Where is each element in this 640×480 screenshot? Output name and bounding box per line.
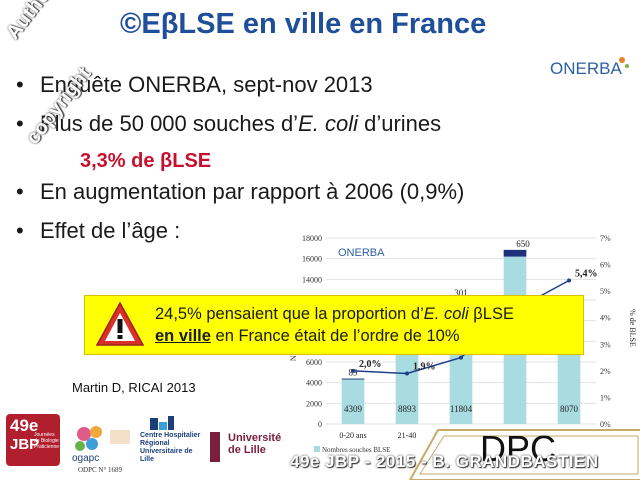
bullet-dot: • (16, 218, 24, 243)
y-left-tick-label: 4000 (306, 379, 322, 388)
alert-text-italic: E. coli (423, 305, 469, 323)
y-right-tick-label: 2% (600, 367, 611, 376)
bullet-text: En augmentation par rapport à 2006 (0,9%… (40, 179, 465, 204)
copyright-watermark: Author's (2, 0, 70, 44)
bar-top-label: 650 (516, 239, 530, 249)
line-value-label: 2,0% (359, 359, 382, 370)
legend-label: Nombres souches BLSE (322, 446, 390, 454)
y-left-tick-label: 16000 (302, 255, 322, 264)
dpc-banner (408, 429, 640, 480)
line-point (351, 368, 355, 373)
bullet-text-italic: E. coli (298, 111, 358, 136)
chart-logo: ONERBA (338, 247, 385, 259)
line-point (405, 371, 409, 376)
y-right-axis-label: % de BLSE (628, 309, 637, 347)
line-point (567, 278, 571, 283)
bar-value-label: 8070 (560, 404, 579, 414)
warning-icon (95, 301, 145, 346)
lille-logo-text: Université de Lille (228, 432, 282, 456)
bar-value-label: 4309 (344, 404, 363, 414)
bullet-dot: • (16, 111, 24, 136)
bullet-age: • Effet de l’âge : (16, 218, 576, 244)
citation: Martin D, RICAI 2013 (72, 380, 196, 395)
bullet-text: Effet de l’âge : (40, 218, 181, 243)
ogapc-logo: ogapc (72, 426, 130, 464)
jbp-name: JBP (10, 436, 40, 453)
bullet-survey: • Enquête ONERBA, sept-nov 2013 (16, 72, 576, 98)
dpc-label: DPC (480, 428, 557, 469)
y-right-tick-label: 3% (600, 340, 611, 349)
y-right-tick-label: 4% (600, 314, 611, 323)
jbp-number: 49e (10, 416, 39, 435)
line-value-label: 1,9% (413, 362, 436, 373)
line-point (459, 355, 463, 360)
lille-logo-icon (210, 432, 220, 462)
bullet-list: • Enquête ONERBA, sept-nov 2013 • Plus d… (16, 72, 576, 257)
bar-blse-esbl (341, 378, 365, 380)
alert-text: βLSE (468, 305, 514, 323)
bullet-dot: • (16, 72, 24, 97)
bullet-text: Enquête ONERBA, sept-nov 2013 (40, 72, 373, 97)
bar-value-label: 11804 (450, 404, 473, 414)
chru-logo-icon (150, 416, 174, 430)
chru-logo-text: Centre Hospitalier Régional Universitair… (140, 432, 201, 463)
alert-text: 24,5% pensaient que la proportion d’ (155, 305, 424, 323)
y-left-tick-label: 0 (318, 420, 322, 429)
bullet-dot: • (16, 179, 24, 204)
line-value-label: 5,4% (575, 269, 598, 280)
y-right-tick-label: 1% (600, 393, 611, 402)
bullet-strains: • Plus de 50 000 souches d’E. coli d’uri… (16, 111, 576, 137)
bar-top-label: 301 (454, 288, 468, 298)
y-left-tick-label: 18000 (302, 234, 322, 243)
y-left-tick-label: 14000 (302, 275, 322, 284)
bullet-text: Plus de 50 000 souches d’ (40, 111, 299, 136)
bar-blse-total (395, 332, 419, 424)
y-right-tick-label: 5% (600, 287, 611, 296)
y-left-tick-label: 2000 (306, 399, 322, 408)
y-right-tick-label: 0% (600, 420, 611, 429)
alert-box: 24,5% pensaient que la proportion d’E. c… (84, 295, 584, 355)
slide-title: ©EβLSE en ville en France (120, 8, 487, 40)
highlight-rate: 3,3% de βLSE (80, 150, 212, 172)
age-chart: 0200040006000800010000120001400016000180… (289, 234, 637, 454)
x-tick-label: 21-40 (398, 431, 417, 440)
footer-watermark: 49e JBP - 2015 - B. GRANDBASTIEN (290, 452, 599, 471)
bar-value-label: 8893 (398, 404, 417, 414)
alert-message: 24,5% pensaient que la proportion d’E. c… (155, 303, 580, 347)
bar-blse-total (341, 379, 365, 424)
x-tick-label: 0-20 ans (339, 431, 366, 440)
odpc-number: ODPC N° 1689 (78, 466, 123, 474)
y-right-tick-label: 7% (600, 234, 611, 243)
ogapc-text: ogapc (72, 453, 99, 464)
legend-swatch (314, 446, 320, 452)
jbp-logo: 49e JBP Journées de Biologie Praticienne (6, 414, 60, 466)
alert-text-underlined: en ville (155, 327, 211, 345)
jbp-subtitle: Journées de Biologie Praticienne (34, 432, 60, 450)
onerba-logo-text: ONERBA (550, 59, 622, 78)
y-left-tick-label: 6000 (306, 358, 322, 367)
bullet-text: d’urines (358, 111, 442, 136)
onerba-logo: ONERBA (550, 57, 629, 78)
bar-blse-esbl (503, 249, 527, 257)
bullet-increase: • En augmentation par rapport à 2006 (0,… (16, 179, 576, 205)
alert-text: en France était de l’ordre de 10% (210, 327, 460, 345)
y-right-tick-label: 6% (600, 261, 611, 270)
bar-blse-total (557, 340, 581, 424)
